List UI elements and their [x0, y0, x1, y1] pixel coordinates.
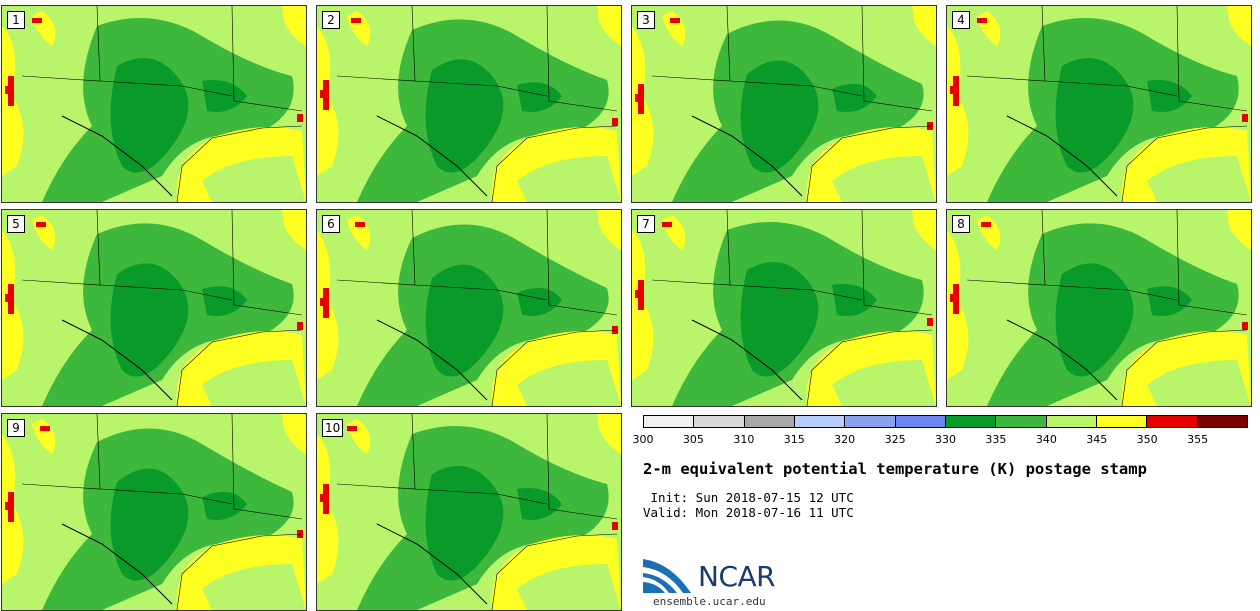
- website-url: ensemble.ucar.edu: [653, 595, 766, 608]
- ensemble-member-panel: 2: [316, 5, 622, 203]
- ensemble-member-panel: 9: [1, 413, 307, 611]
- member-number-label: 2: [322, 11, 340, 29]
- colorbar-segment: [1096, 416, 1148, 427]
- colorbar-segment: [1147, 416, 1198, 427]
- ensemble-member-panel: 5: [1, 209, 307, 407]
- colorbar-tick-label: 310: [733, 433, 755, 446]
- ensemble-member-panel: 8: [946, 209, 1252, 407]
- colorbar-tick-label: 350: [1136, 433, 1158, 446]
- ncar-logo-icon: [643, 559, 691, 593]
- colorbar-tick-label: 315: [783, 433, 805, 446]
- member-number-label: 8: [952, 215, 970, 233]
- member-number-label: 6: [322, 215, 340, 233]
- ncar-logo-text: NCAR: [698, 560, 776, 593]
- member-number-label: 1: [7, 11, 25, 29]
- colorbar-segment: [845, 416, 896, 427]
- colorbar-tick-label: 330: [935, 433, 956, 446]
- ensemble-member-panel: 6: [316, 209, 622, 407]
- member-number-label: 4: [952, 11, 970, 29]
- colorbar-tick-label: 305: [682, 433, 704, 446]
- colorbar-tick-label: 300: [632, 433, 654, 446]
- colorbar-tick-label: 325: [884, 433, 906, 446]
- ensemble-member-panel: 1: [1, 5, 307, 203]
- valid-time: Valid: Mon 2018-07-16 11 UTC: [643, 505, 854, 520]
- figure-title: 2-m equivalent potential temperature (K)…: [643, 460, 1147, 478]
- colorbar-tick-label: 320: [834, 433, 856, 446]
- init-time: Init: Sun 2018-07-15 12 UTC: [643, 490, 854, 505]
- member-number-label: 5: [7, 215, 25, 233]
- colorbar-tick-label: 340: [1035, 433, 1057, 446]
- member-number-label: 3: [637, 11, 655, 29]
- colorbar-segment: [794, 416, 846, 427]
- colorbar-tick-label: 345: [1086, 433, 1108, 446]
- colorbar-segment: [694, 416, 745, 427]
- ensemble-member-panel: 3: [631, 5, 937, 203]
- colorbar-segment: [996, 416, 1047, 427]
- colorbar-tick-label: 335: [985, 433, 1007, 446]
- colorbar-segment: [744, 416, 795, 427]
- member-number-label: 9: [7, 419, 25, 437]
- colorbar-segment: [1197, 416, 1247, 427]
- colorbar-tick-label: 355: [1187, 433, 1209, 446]
- colorbar: [643, 415, 1248, 428]
- member-number-label: 10: [322, 419, 344, 437]
- member-number-label: 7: [637, 215, 655, 233]
- ensemble-member-panel: 10: [316, 413, 622, 611]
- ensemble-member-panel: 4: [946, 5, 1252, 203]
- colorbar-segment: [945, 416, 997, 427]
- ensemble-member-panel: 7: [631, 209, 937, 407]
- colorbar-segment: [644, 416, 695, 427]
- colorbar-segment: [895, 416, 946, 427]
- colorbar-segment: [1046, 416, 1097, 427]
